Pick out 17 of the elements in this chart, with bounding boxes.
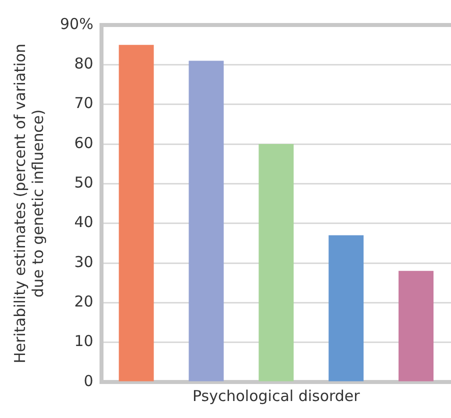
x-axis-title: Psychological disorder: [192, 386, 361, 405]
y-tick-label: 60: [74, 134, 94, 152]
y-tick-label: 40: [74, 213, 94, 232]
bar: [398, 270, 434, 382]
bar: [118, 44, 154, 382]
y-tick-label: 90%: [60, 14, 94, 33]
bar: [258, 144, 294, 382]
y-tick-label: 70: [74, 94, 94, 112]
bar: [188, 60, 224, 382]
bar: [328, 235, 364, 382]
y-tick-label: 80: [74, 54, 94, 73]
y-tick-label: 50: [74, 174, 94, 192]
y-tick-label: 30: [74, 252, 94, 271]
y-tick-label: 20: [74, 292, 94, 311]
y-axis-title: Heritability estimates (percent of variation due to genetic influence): [10, 44, 47, 364]
y-tick-label: 10: [74, 332, 94, 350]
y-tick-label: 0: [84, 372, 94, 390]
